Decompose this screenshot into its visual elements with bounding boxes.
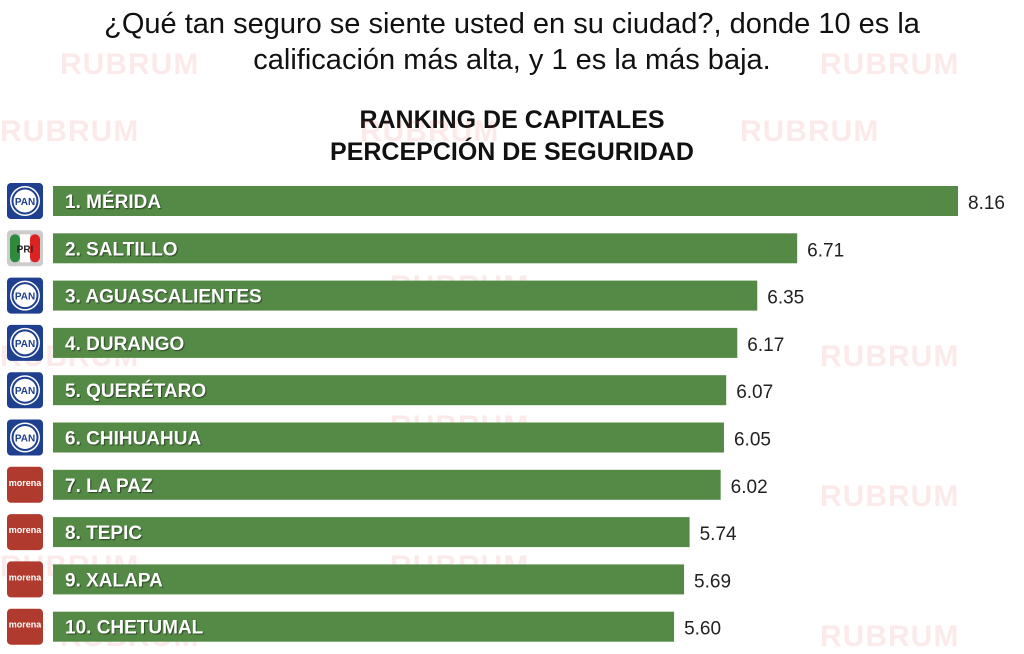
morena-logo-icon: morena [7, 466, 43, 503]
pan-logo-icon: PAN [7, 419, 43, 456]
value-label: 8.16 [968, 193, 1005, 214]
pan-logo-icon: PAN [7, 372, 43, 409]
watermark-logo: RUBRUM [740, 115, 880, 148]
svg-text:PAN: PAN [15, 386, 35, 397]
question-line-2: calificación más alta, y 1 es la más baj… [253, 44, 771, 76]
bar [53, 186, 958, 216]
pan-logo-icon: PAN [7, 183, 43, 219]
svg-text:PAN: PAN [15, 339, 35, 350]
svg-text:morena: morena [9, 620, 43, 630]
value-label: 6.05 [734, 430, 771, 451]
svg-text:PAN: PAN [15, 292, 35, 303]
watermark-logo: RUBRUM [820, 620, 960, 653]
svg-text:PAN: PAN [15, 434, 35, 445]
svg-text:PRI: PRI [17, 244, 34, 255]
value-label: 5.69 [694, 571, 731, 592]
bar-row: PAN 1. MÉRIDA 8.16 [7, 183, 1005, 219]
value-label: 5.60 [684, 619, 721, 640]
svg-text:morena: morena [9, 572, 43, 582]
watermark-logo: RUBRUM [820, 48, 960, 81]
pan-logo-icon: PAN [7, 324, 43, 361]
morena-logo-icon: morena [7, 561, 43, 598]
bar-row: morena 8. TEPIC 5.74 [7, 514, 737, 551]
chart-title: RANKING DE CAPITALES PERCEPCIÓN DE SEGUR… [0, 104, 1024, 168]
svg-text:PAN: PAN [15, 197, 35, 208]
category-label: 4. DURANGO [65, 334, 184, 355]
svg-text:morena: morena [9, 525, 43, 535]
value-label: 6.02 [731, 477, 768, 498]
svg-text:morena: morena [9, 478, 43, 488]
value-label: 6.07 [736, 382, 773, 403]
category-label: 9. XALAPA [65, 570, 163, 591]
pan-logo-icon: PAN [7, 277, 43, 314]
category-label: 10. CHETUMAL [65, 618, 204, 639]
bar [53, 564, 685, 595]
morena-logo-icon: morena [7, 514, 43, 551]
bar [53, 611, 675, 642]
bar [53, 517, 690, 548]
bar-row: PAN 4. DURANGO 6.17 [7, 324, 784, 361]
watermark-logo: RUBRUM [820, 480, 960, 513]
question-text: ¿Qué tan seguro se siente usted en su ci… [0, 6, 1024, 78]
watermark-logo: RUBRUM [60, 48, 200, 81]
question-line-1: ¿Qué tan seguro se siente usted en su ci… [104, 8, 920, 40]
bar [53, 469, 721, 500]
bar [53, 280, 758, 311]
category-label: 1. MÉRIDA [65, 191, 161, 213]
bar-row: PRI 2. SALTILLO 6.71 [7, 230, 844, 267]
bar [53, 375, 727, 406]
value-label: 6.35 [767, 288, 804, 309]
category-label: 5. QUERÉTARO [65, 380, 206, 402]
watermark-logo: RUBRUM [0, 115, 140, 148]
chart-subtitle-line: PERCEPCIÓN DE SEGURIDAD [330, 138, 694, 166]
value-label: 6.17 [747, 335, 784, 356]
bar [53, 327, 738, 358]
category-label: 6. CHIHUAHUA [65, 429, 201, 450]
bar-row: PAN 3. AGUASCALIENTES 6.35 [7, 277, 804, 314]
pri-logo-icon: PRI [7, 230, 43, 267]
category-label: 7. LA PAZ [65, 476, 153, 497]
category-label: 2. SALTILLO [65, 239, 178, 260]
bar-row: morena 9. XALAPA 5.69 [7, 561, 731, 598]
value-label: 5.74 [700, 524, 737, 545]
bar-row: morena 10. CHETUMAL 5.60 [7, 608, 721, 645]
watermark-logo: RUBRUM [820, 340, 960, 373]
category-label: 3. AGUASCALIENTES [65, 287, 262, 308]
bar-row: morena 7. LA PAZ 6.02 [7, 466, 768, 503]
category-label: 8. TEPIC [65, 523, 142, 544]
bar-row: PAN 5. QUERÉTARO 6.07 [7, 372, 773, 409]
watermark-logo: RUBRUM [360, 115, 500, 148]
morena-logo-icon: morena [7, 608, 43, 645]
bar [53, 233, 798, 264]
chart-title-line: RANKING DE CAPITALES [359, 106, 665, 134]
bar [53, 422, 724, 453]
bar-row: PAN 6. CHIHUAHUA 6.05 [7, 419, 771, 456]
value-label: 6.71 [807, 240, 844, 261]
